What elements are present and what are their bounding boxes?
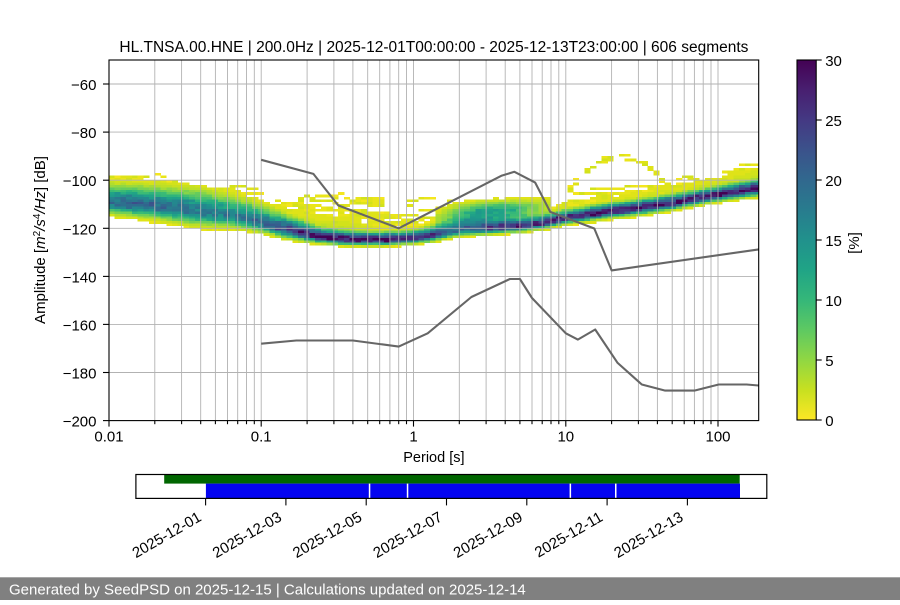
svg-text:25: 25 (825, 113, 842, 130)
svg-text:−60: −60 (71, 77, 96, 94)
svg-text:HL.TNSA.00.HNE | 200.0Hz | 202: HL.TNSA.00.HNE | 200.0Hz | 2025-12-01T00… (119, 39, 748, 56)
svg-text:0.01: 0.01 (94, 429, 123, 446)
svg-text:Period [s]: Period [s] (403, 450, 464, 466)
svg-text:−100: −100 (63, 173, 97, 190)
svg-text:−140: −140 (63, 269, 97, 286)
svg-text:10: 10 (825, 293, 842, 310)
svg-text:Generated by SeedPSD on 2025-1: Generated by SeedPSD on 2025-12-15 | Cal… (9, 582, 526, 599)
svg-text:15: 15 (825, 233, 842, 250)
svg-text:100: 100 (705, 429, 730, 446)
svg-text:Amplitude [m2/s4/Hz] [dB]: Amplitude [m2/s4/Hz] [dB] (32, 156, 49, 324)
svg-text:−180: −180 (63, 366, 97, 383)
svg-text:10: 10 (557, 429, 574, 446)
svg-text:[%]: [%] (846, 232, 863, 254)
svg-text:−160: −160 (63, 317, 97, 334)
svg-text:1: 1 (409, 429, 417, 446)
svg-text:−120: −120 (63, 221, 97, 238)
svg-text:20: 20 (825, 173, 842, 190)
svg-text:−80: −80 (71, 125, 96, 142)
svg-text:30: 30 (825, 53, 842, 70)
svg-text:−200: −200 (63, 414, 97, 431)
svg-text:0: 0 (825, 413, 833, 430)
svg-text:0.1: 0.1 (251, 429, 272, 446)
svg-text:5: 5 (825, 353, 833, 370)
